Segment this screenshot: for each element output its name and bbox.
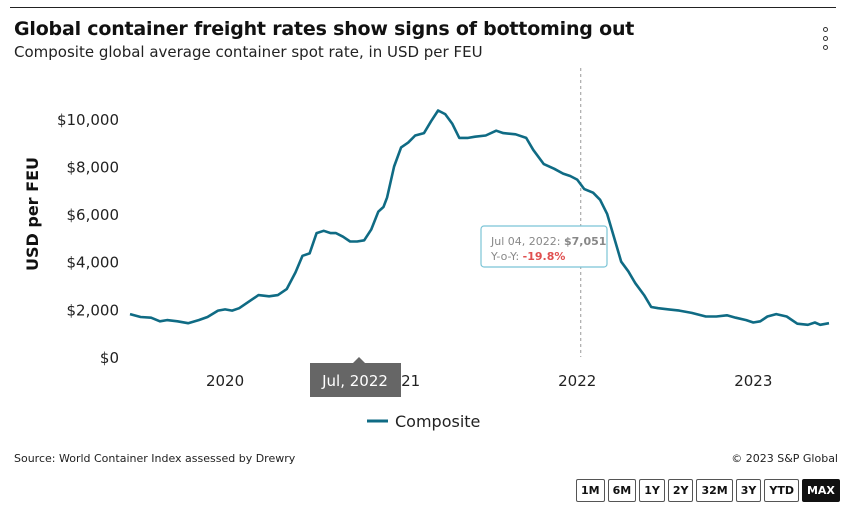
range-button-max[interactable]: MAX [801,479,840,502]
y-tick-label: $6,000 [67,206,120,224]
range-button-6m[interactable]: 6M [607,479,637,502]
x-tick-label: 2023 [734,372,772,390]
copyright-note: © 2023 S&P Global [731,452,838,465]
range-button-2y[interactable]: 2Y [667,479,694,502]
legend[interactable]: Composite [367,412,480,431]
x-tick-label: 2022 [558,372,596,390]
tooltip-yoy-value: -19.8% [523,250,566,263]
range-button-1y[interactable]: 1Y [639,479,665,502]
y-tick-label: $0 [100,349,119,367]
y-tick-label: $10,000 [57,111,119,129]
svg-text:Jul, 2022: Jul, 2022 [321,372,388,390]
top-rule [10,7,836,8]
svg-text:Jul 04, 2022: $7,051: Jul 04, 2022: $7,051 [490,235,606,248]
y-axis-label: USD per FEU [23,157,42,271]
line-chart: $0 $2,000 $4,000 $6,000 $8,000 $10,000 USD pe… [23,68,830,431]
range-button-1m[interactable]: 1M [576,479,605,502]
x-axis: 2020 2021 2022 2023 [206,372,772,390]
y-tick-label: $2,000 [67,301,120,319]
x-tick-label: 2020 [206,372,244,390]
y-tick-label: $8,000 [67,158,120,176]
series-line-composite [129,109,830,327]
tooltip-yoy-label: Y-o-Y: [490,250,519,263]
vertical-dots-icon[interactable] [818,26,834,52]
y-tick-label: $4,000 [67,254,120,272]
source-note: Source: World Container Index assessed b… [14,452,296,465]
range-button-32m[interactable]: 32M [696,479,733,502]
legend-label-composite: Composite [395,412,480,431]
range-button-ytd[interactable]: YTD [764,479,799,502]
range-selector: 1M 6M 1Y 2Y 32M 3Y YTD MAX [576,479,840,502]
tooltip-value: $7,051 [564,235,606,248]
range-button-3y[interactable]: 3Y [735,479,762,502]
chart-title: Global container freight rates show sign… [14,18,635,40]
crosshair-x-label: Jul, 2022 [310,357,401,397]
svg-text:Y-o-Y: -19.8%: Y-o-Y: -19.8% [490,250,565,263]
y-axis: $0 $2,000 $4,000 $6,000 $8,000 $10,000 [57,111,119,367]
tooltip: Jul 04, 2022: $7,051 Y-o-Y: -19.8% [480,225,608,268]
chart-subtitle: Composite global average container spot … [14,43,483,61]
tooltip-date: Jul 04, 2022 [490,235,557,248]
